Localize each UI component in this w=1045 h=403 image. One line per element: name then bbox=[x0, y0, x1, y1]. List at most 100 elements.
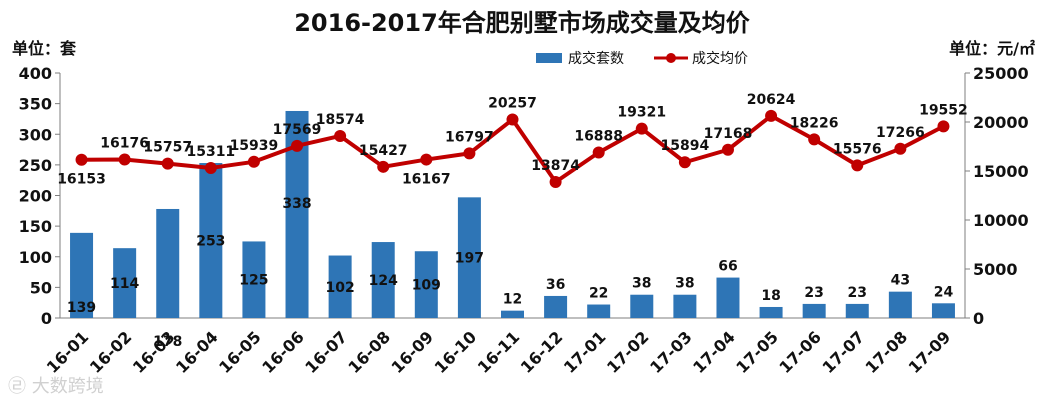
bar-value-label: 125 bbox=[239, 273, 268, 289]
bar bbox=[716, 277, 740, 318]
x-tick-label: 16-11 bbox=[474, 327, 524, 377]
bar-value-label: 38 bbox=[632, 276, 651, 292]
bar-value-label: 12 bbox=[503, 292, 522, 308]
x-tick-label: 16-10 bbox=[431, 327, 481, 377]
price-value-label: 17168 bbox=[704, 126, 753, 142]
left-axis-unit: 单位：套 bbox=[12, 39, 77, 58]
x-tick-label: 17-03 bbox=[646, 327, 696, 377]
bar bbox=[544, 295, 568, 318]
bar bbox=[457, 197, 481, 318]
price-point bbox=[334, 129, 347, 142]
chart-title: 2016-2017年合肥别墅市场成交量及均价 bbox=[294, 9, 751, 37]
bar bbox=[328, 255, 352, 318]
price-point bbox=[592, 146, 605, 159]
legend-line-label: 成交均价 bbox=[692, 50, 748, 67]
x-tick-label: 16-02 bbox=[86, 327, 136, 377]
legend-bar-swatch bbox=[536, 53, 562, 63]
bar-value-label: 24 bbox=[934, 284, 954, 300]
right-tick-label: 20000 bbox=[973, 113, 1029, 132]
price-value-label: 16888 bbox=[574, 128, 623, 144]
price-value-label: 17569 bbox=[273, 122, 322, 138]
watermark-logo-icon: ㉣ bbox=[8, 376, 26, 397]
right-tick-label: 25000 bbox=[973, 64, 1029, 83]
price-value-label: 16153 bbox=[57, 172, 106, 188]
price-value-label: 16167 bbox=[402, 172, 451, 188]
x-tick-label: 17-07 bbox=[818, 327, 868, 377]
bar bbox=[285, 110, 309, 318]
bar-value-label: 109 bbox=[412, 278, 441, 294]
bar-value-label: 253 bbox=[196, 234, 225, 250]
bar bbox=[802, 303, 826, 318]
bar-value-label: 23 bbox=[804, 285, 823, 301]
x-tick-label: 16-12 bbox=[517, 327, 567, 377]
bar-value-label: 43 bbox=[891, 273, 910, 289]
price-point bbox=[247, 155, 260, 168]
x-tick-label: 16-06 bbox=[258, 327, 308, 377]
price-value-label: 18574 bbox=[316, 112, 365, 128]
bar bbox=[199, 163, 223, 318]
left-tick-label: 100 bbox=[19, 248, 52, 267]
price-value-label: 15939 bbox=[230, 138, 279, 154]
left-tick-label: 250 bbox=[19, 156, 52, 175]
price-value-label: 16176 bbox=[100, 135, 149, 151]
legend-bar-label: 成交套数 bbox=[568, 50, 624, 67]
x-tick-label: 17-09 bbox=[905, 327, 955, 377]
left-tick-label: 150 bbox=[19, 217, 52, 236]
bar bbox=[156, 208, 180, 318]
bar-value-label: 38 bbox=[675, 276, 694, 292]
price-point bbox=[808, 133, 821, 146]
bar bbox=[845, 303, 869, 318]
bar bbox=[113, 248, 137, 318]
price-point bbox=[678, 156, 691, 169]
bar-value-label: 22 bbox=[589, 286, 608, 302]
bar-value-label: 66 bbox=[718, 259, 737, 275]
price-point bbox=[937, 120, 950, 133]
bar bbox=[888, 291, 912, 318]
plot-area: 0 50 100 150 200 250 300 350 400 0 5000 10000 15000 2… bbox=[19, 64, 1029, 377]
x-tick-label: 16-01 bbox=[43, 327, 93, 377]
bar bbox=[242, 241, 266, 318]
bar-value-label: 102 bbox=[326, 280, 355, 296]
price-point bbox=[291, 139, 304, 152]
price-value-label: 15311 bbox=[186, 144, 235, 160]
bar bbox=[70, 232, 94, 318]
x-tick-label: 16-08 bbox=[344, 327, 394, 377]
bar-value-label: 114 bbox=[110, 276, 139, 292]
price-value-label: 20257 bbox=[488, 95, 537, 111]
bar-value-label: 178 bbox=[153, 334, 182, 350]
bar-value-label: 139 bbox=[67, 300, 96, 316]
x-tick-label: 17-06 bbox=[775, 327, 825, 377]
watermark-text: 大数跨境 bbox=[32, 376, 104, 397]
left-tick-label: 350 bbox=[19, 95, 52, 114]
price-value-label: 13874 bbox=[531, 158, 580, 174]
price-point bbox=[204, 161, 217, 174]
x-tick-label: 16-09 bbox=[388, 327, 438, 377]
watermark: ㉣ 大数跨境 bbox=[8, 376, 104, 397]
price-point bbox=[377, 160, 390, 173]
price-point bbox=[506, 113, 519, 126]
price-point bbox=[549, 176, 562, 189]
price-value-label: 15894 bbox=[661, 138, 710, 154]
legend-line-marker bbox=[666, 53, 676, 63]
x-tick-label: 17-04 bbox=[689, 327, 739, 377]
price-point bbox=[463, 147, 476, 160]
price-point bbox=[161, 157, 174, 170]
bar-value-label: 23 bbox=[848, 285, 867, 301]
price-value-label: 15757 bbox=[143, 140, 192, 156]
price-value-label: 16797 bbox=[445, 129, 494, 145]
bar-value-label: 124 bbox=[369, 273, 398, 289]
price-point bbox=[894, 142, 907, 155]
left-tick-label: 200 bbox=[19, 187, 52, 206]
x-tick-label: 16-07 bbox=[301, 327, 351, 377]
price-point bbox=[118, 153, 131, 166]
x-tick-label: 17-05 bbox=[732, 327, 782, 377]
bar bbox=[759, 306, 783, 318]
price-point bbox=[420, 153, 433, 166]
x-tick-label: 17-08 bbox=[862, 327, 912, 377]
bar-value-label: 197 bbox=[455, 251, 484, 267]
bar-value-label: 338 bbox=[282, 196, 311, 212]
bar bbox=[501, 310, 524, 318]
left-tick-label: 50 bbox=[30, 278, 52, 297]
bar bbox=[673, 294, 697, 318]
price-point bbox=[851, 159, 864, 172]
